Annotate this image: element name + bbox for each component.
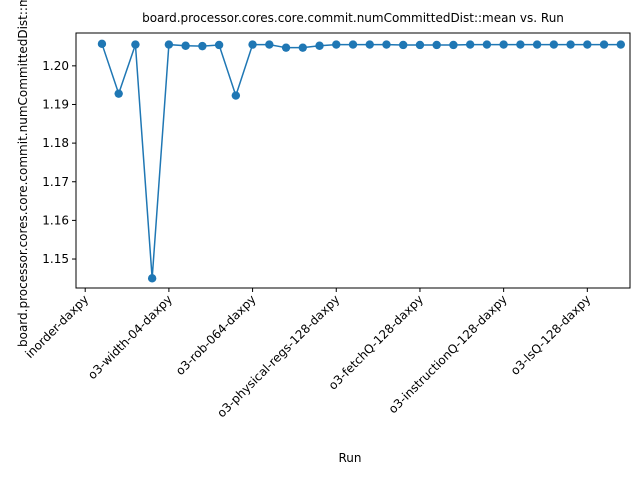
data-point <box>549 40 559 49</box>
y-axis-label: board.processor.cores.core.commit.numCom… <box>16 0 30 347</box>
data-point <box>214 40 224 50</box>
data-point <box>231 91 241 100</box>
data-point <box>599 40 609 49</box>
data-point <box>114 89 123 98</box>
data-point <box>499 40 508 49</box>
data-point <box>415 40 425 50</box>
data-point <box>181 41 190 50</box>
data-point <box>432 40 441 50</box>
y-tick-label: 1.17 <box>42 175 69 189</box>
data-point <box>248 40 257 49</box>
data-point <box>147 274 157 283</box>
data-point <box>532 40 542 49</box>
y-axis: 1.15 1.16 1.17 1.18 1.19 1.20 <box>42 59 76 266</box>
data-point <box>348 40 358 49</box>
x-tick-label: o3-fetchQ-128-daxpy <box>326 292 426 392</box>
data-point <box>281 43 291 52</box>
data-point <box>198 41 207 51</box>
data-point <box>164 40 174 49</box>
plot-area <box>97 39 625 283</box>
y-tick-label: 1.20 <box>42 59 69 73</box>
x-axis: inorder-daxpyo3-width-04-daxpyo3-rob-064… <box>23 288 594 420</box>
y-tick-label: 1.19 <box>42 97 69 111</box>
data-point <box>382 40 391 49</box>
y-tick-label: 1.18 <box>42 136 69 150</box>
data-point <box>465 40 475 49</box>
x-tick-label: inorder-daxpy <box>23 292 92 361</box>
x-tick-label: o3-rob-064-daxpy <box>173 292 259 378</box>
x-axis-label: Run <box>338 451 361 465</box>
x-tick-label: o3-width-04-daxpy <box>85 292 175 382</box>
data-point <box>482 40 492 49</box>
plot-frame <box>75 32 631 289</box>
data-point <box>131 40 140 49</box>
x-tick-label: o3-lsQ-128-daxpy <box>508 292 594 378</box>
data-point <box>97 39 107 49</box>
y-tick-label: 1.15 <box>42 252 69 266</box>
data-point <box>298 43 307 52</box>
data-point <box>616 40 625 49</box>
data-point <box>399 40 408 50</box>
chart-title: board.processor.cores.core.commit.numCom… <box>142 11 564 25</box>
data-point <box>315 41 324 50</box>
data-point <box>265 40 274 49</box>
data-point <box>365 40 374 49</box>
data-point <box>583 40 592 49</box>
data-point <box>449 40 458 50</box>
y-tick-label: 1.16 <box>42 213 69 227</box>
series-line <box>101 43 621 279</box>
data-point <box>516 40 525 49</box>
data-point <box>566 40 575 49</box>
data-point <box>332 40 341 49</box>
